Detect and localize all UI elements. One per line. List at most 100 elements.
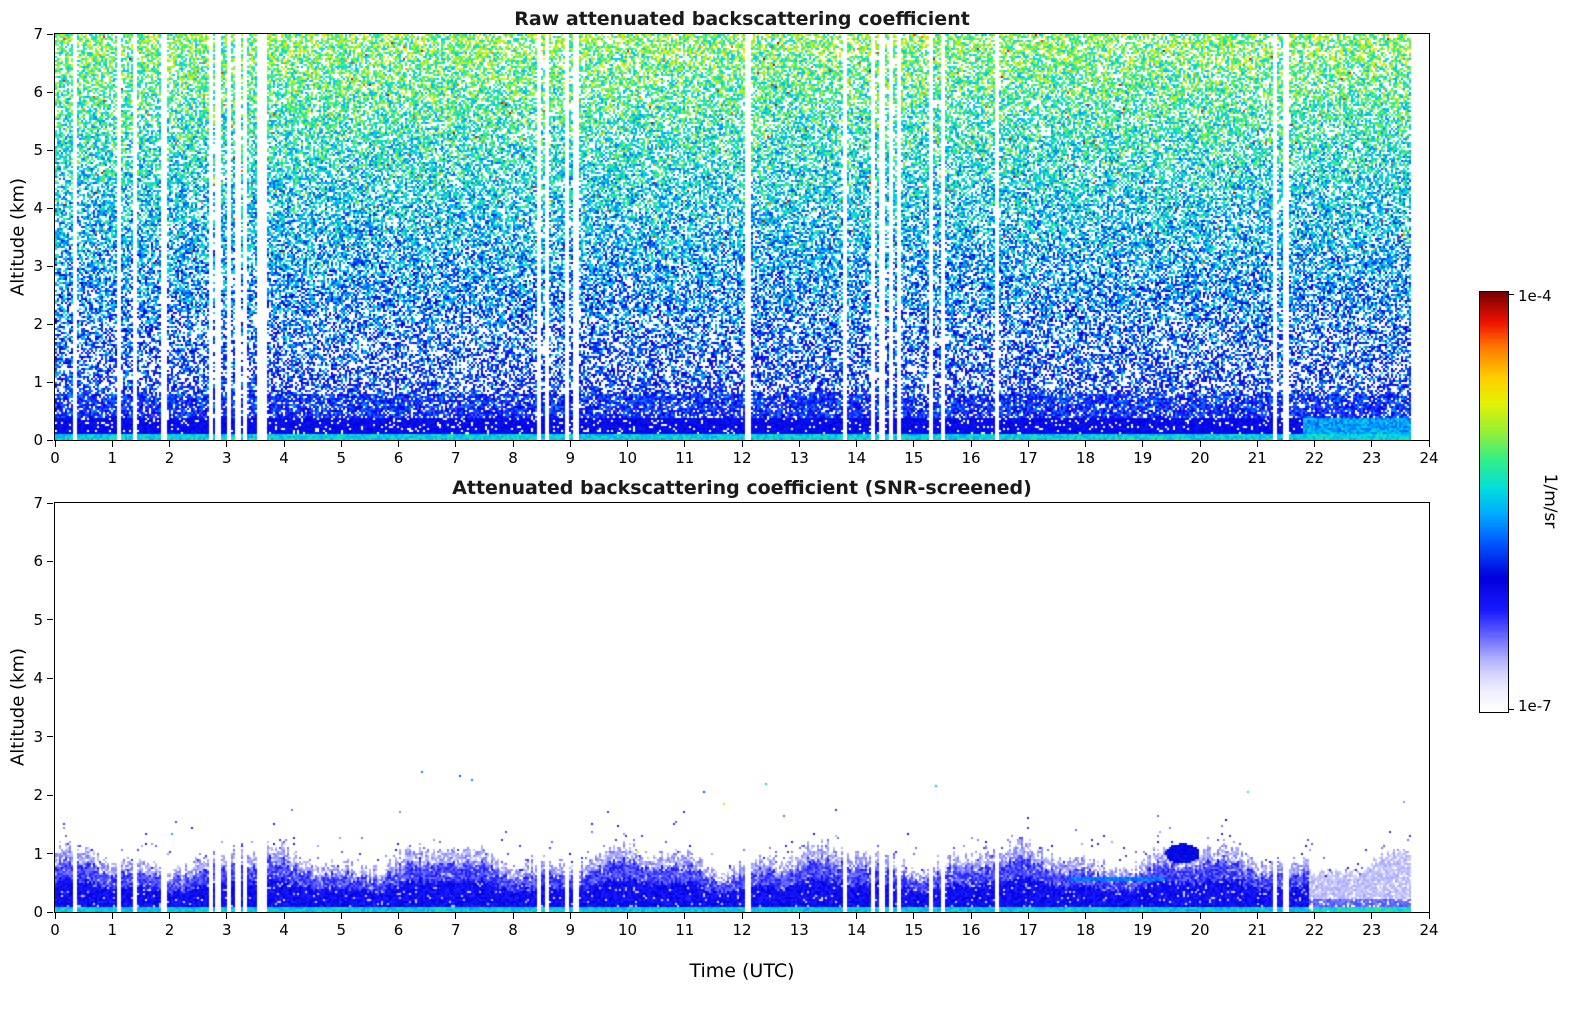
x-tick-mark (169, 913, 170, 919)
x-tick-mark (798, 441, 800, 447)
x-tick-label: 13 (789, 921, 809, 939)
x-tick-label: 4 (279, 449, 289, 467)
x-tick-label: 9 (565, 921, 576, 939)
x-tick-mark (1142, 913, 1144, 919)
plot-title-screened: Attenuated backscattering coefficient (S… (452, 477, 1032, 499)
x-tick-mark (111, 913, 113, 919)
x-tick-label: 2 (164, 921, 175, 939)
x-tick-label: 10 (617, 449, 638, 467)
y-tick-mark (47, 381, 53, 383)
colorbar-max-label: 1e-4 (1518, 287, 1552, 305)
y-tick-label: 5 (33, 141, 43, 159)
x-tick-mark (1085, 913, 1086, 919)
x-tick-label: 7 (450, 921, 461, 939)
x-tick-mark (1256, 441, 1258, 447)
x-tick-label: 8 (508, 921, 518, 939)
y-tick-mark (47, 149, 53, 151)
x-tick-label: 24 (1419, 921, 1439, 939)
y-tick-label: 2 (33, 786, 43, 805)
x-tick-label: 3 (221, 449, 232, 467)
y-tick-label: 4 (33, 199, 43, 217)
x-tick-label: 8 (508, 449, 518, 467)
y-tick-label: 0 (33, 431, 43, 449)
x-tick-mark (169, 441, 170, 447)
x-tick-mark (1256, 913, 1258, 919)
x-tick-label: 0 (50, 449, 60, 467)
x-tick-mark (455, 913, 457, 919)
x-tick-mark (1314, 913, 1315, 919)
colorbar-tick-mark (1509, 294, 1514, 295)
y-tick-label: 1 (33, 373, 43, 391)
x-tick-mark (398, 441, 399, 447)
x-tick-mark (398, 913, 399, 919)
x-tick-mark (226, 441, 228, 447)
y-tick-mark (47, 33, 53, 35)
y-tick-label: 0 (33, 903, 43, 921)
x-tick-mark (1027, 913, 1029, 919)
x-tick-label: 19 (1133, 921, 1153, 939)
y-tick-mark (47, 619, 53, 621)
x-tick-mark (1085, 441, 1086, 447)
y-tick-mark (47, 736, 53, 738)
x-tick-mark (1314, 441, 1315, 447)
x-tick-mark (1199, 441, 1201, 447)
x-tick-mark (512, 441, 514, 447)
x-tick-label: 17 (1018, 921, 1038, 939)
x-tick-label: 9 (565, 449, 576, 467)
x-tick-mark (569, 913, 571, 919)
x-tick-mark (1428, 441, 1430, 447)
x-tick-mark (569, 441, 571, 447)
x-tick-label: 11 (675, 449, 695, 467)
x-tick-mark (111, 441, 113, 447)
x-tick-label: 23 (1362, 921, 1382, 939)
x-tick-mark (512, 913, 514, 919)
x-tick-label: 21 (1247, 449, 1267, 467)
x-tick-label: 15 (904, 921, 924, 939)
x-tick-label: 10 (617, 921, 638, 939)
y-tick-label: 4 (33, 669, 43, 688)
x-tick-mark (1199, 913, 1201, 919)
y-tick-mark (47, 677, 53, 679)
y-tick-mark (47, 560, 53, 562)
x-tick-label: 21 (1247, 921, 1267, 939)
x-tick-mark (283, 441, 285, 447)
x-tick-mark (856, 441, 857, 447)
x-tick-label: 12 (732, 449, 752, 467)
y-tick-label: 6 (33, 83, 43, 101)
x-tick-mark (741, 913, 743, 919)
y-tick-label: 3 (33, 727, 43, 746)
x-tick-label: 22 (1304, 921, 1325, 939)
y-tick-mark (47, 794, 53, 796)
x-tick-mark (1371, 441, 1373, 447)
x-tick-mark (1371, 913, 1373, 919)
x-tick-mark (684, 441, 686, 447)
x-tick-mark (54, 441, 56, 447)
x-tick-label: 13 (789, 449, 809, 467)
x-axis-label: Time (UTC) (689, 960, 795, 982)
y-tick-label: 6 (33, 552, 43, 571)
plot-title-raw: Raw attenuated backscattering coefficien… (514, 8, 970, 30)
x-tick-mark (340, 913, 342, 919)
x-tick-label: 6 (393, 449, 404, 467)
y-tick-label: 7 (33, 494, 43, 512)
y-tick-label: 2 (33, 315, 43, 333)
raw-backscatter-heatmap (55, 34, 1429, 440)
x-tick-label: 15 (904, 449, 924, 467)
x-tick-mark (54, 913, 56, 919)
x-tick-label: 14 (846, 921, 867, 939)
colorbar-min-label: 1e-7 (1518, 697, 1552, 715)
x-tick-label: 0 (50, 921, 60, 939)
x-tick-mark (1027, 441, 1029, 447)
y-tick-label: 7 (33, 25, 43, 43)
x-tick-mark (627, 441, 628, 447)
x-tick-mark (455, 441, 457, 447)
x-tick-label: 2 (164, 449, 175, 467)
x-tick-mark (798, 913, 800, 919)
x-tick-label: 18 (1075, 921, 1096, 939)
screened-backscatter-plot-area (54, 502, 1430, 913)
x-tick-mark (340, 441, 342, 447)
x-tick-label: 22 (1304, 449, 1325, 467)
x-tick-label: 18 (1075, 449, 1096, 467)
y-tick-mark (47, 502, 53, 504)
x-tick-label: 5 (336, 921, 347, 939)
